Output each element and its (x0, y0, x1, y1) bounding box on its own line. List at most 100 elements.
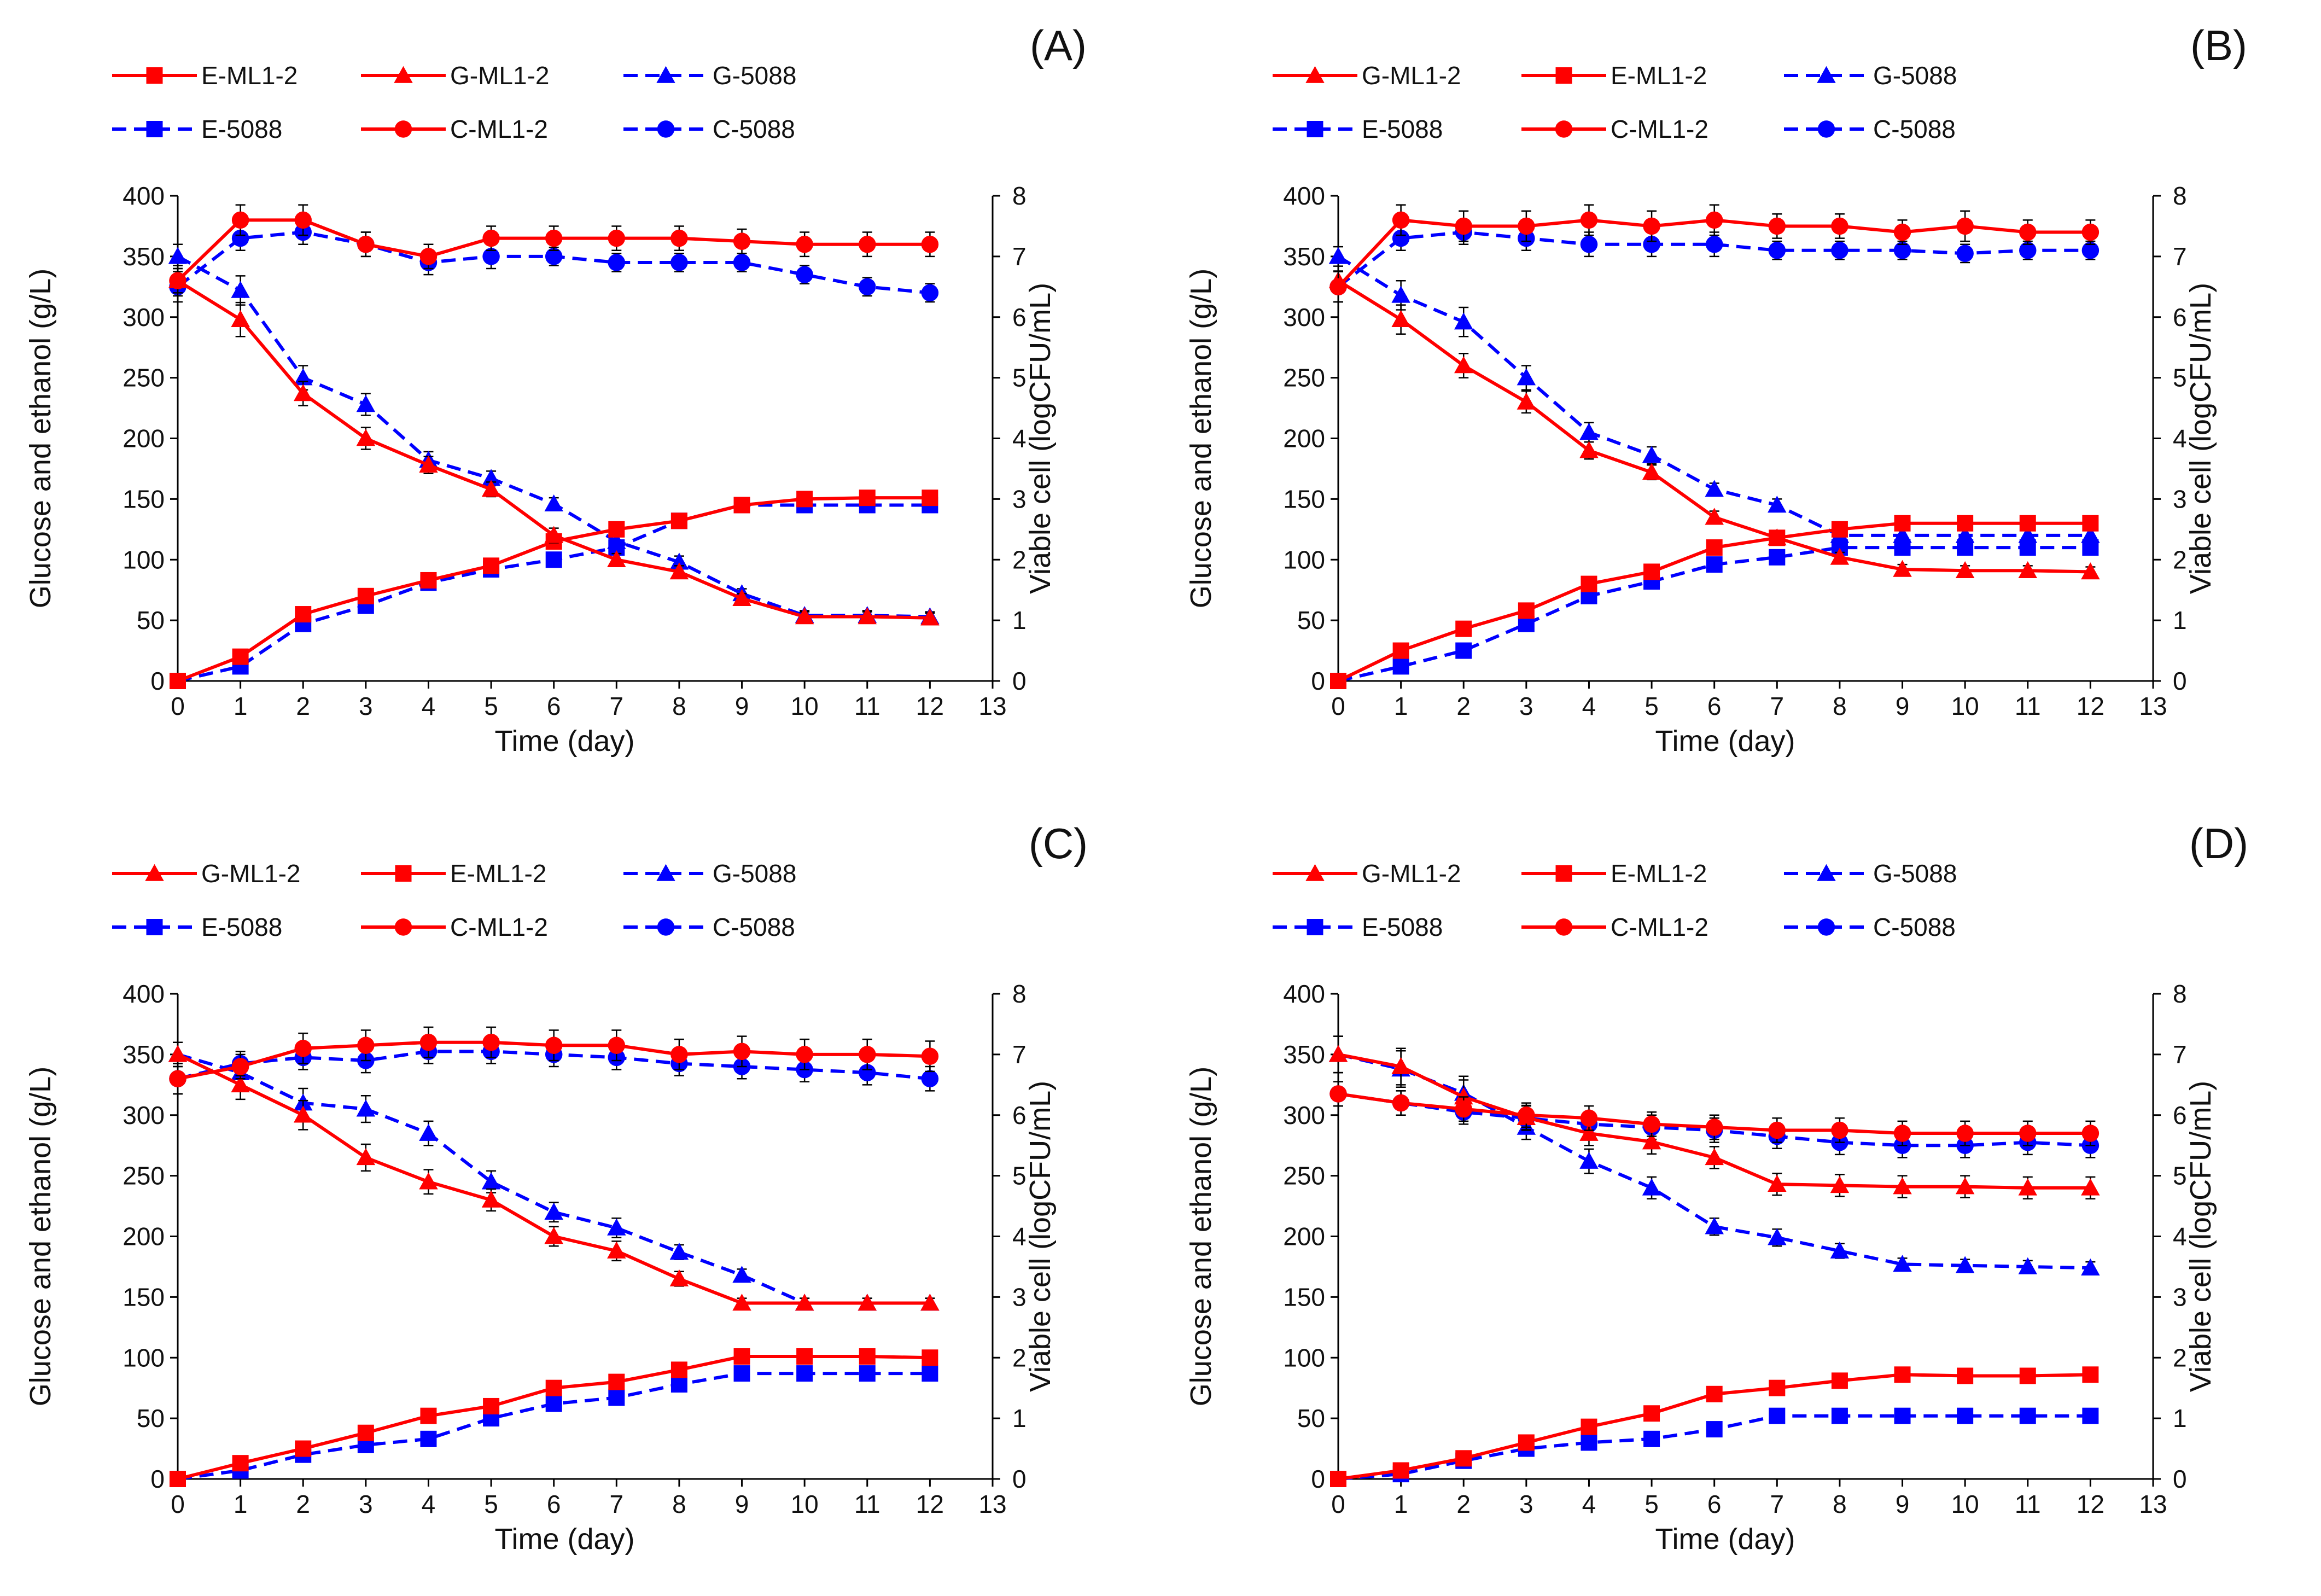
series-line (177, 496, 930, 683)
data-point (1956, 244, 1974, 263)
x-tick-label: 5 (1644, 692, 1659, 720)
x-tick-label: 5 (484, 1490, 498, 1518)
legend-item: C-ML1-2 (1521, 115, 1708, 143)
y-axis-title-right: Viable cell (logCFU/mL) (1024, 1081, 1057, 1392)
data-point (607, 1218, 626, 1236)
data-point (795, 607, 814, 625)
data-point (2081, 1258, 2100, 1275)
axes (170, 993, 1000, 1487)
data-point (356, 429, 376, 446)
data-point (1391, 1057, 1410, 1074)
legend-marker (1305, 864, 1325, 881)
data-point (168, 247, 188, 264)
data-point (1706, 1421, 1723, 1438)
legend-marker (146, 919, 163, 935)
data-point (2081, 1125, 2100, 1142)
x-tick-label: 1 (234, 692, 248, 720)
x-tick-label: 13 (2139, 692, 2167, 720)
data-point (356, 395, 376, 412)
x-tick-label: 8 (1833, 692, 1847, 720)
legend-item: E-ML1-2 (1521, 61, 1707, 90)
data-point (920, 1294, 940, 1311)
legend-marker (145, 864, 164, 881)
y-tick-label-left: 400 (1283, 980, 1325, 1008)
data-point (1580, 1109, 1598, 1127)
y-tick-label-left: 50 (1297, 606, 1325, 634)
x-tick-label: 9 (1896, 1490, 1910, 1518)
data-point (1454, 312, 1473, 330)
data-point (294, 211, 312, 229)
legend-item: G-ML1-2 (1273, 859, 1461, 888)
y-tick-label-right: 6 (1012, 303, 1027, 331)
y-tick-label-left: 200 (123, 1222, 165, 1251)
series-C-ML1-2 (1329, 204, 2100, 303)
x-tick-label: 9 (735, 1490, 749, 1518)
x-tick-label: 4 (422, 692, 436, 720)
data-point (732, 1266, 751, 1283)
x-tick-label: 2 (1456, 1490, 1471, 1518)
data-point (1517, 368, 1536, 386)
data-point (544, 526, 563, 543)
data-point (1642, 446, 1661, 463)
series-line (1337, 279, 2091, 574)
data-point (1957, 539, 1974, 556)
data-point (1706, 556, 1723, 573)
data-point (1957, 1367, 1974, 1384)
legend-marker (1817, 66, 1836, 83)
data-point (169, 1070, 186, 1087)
x-tick-label: 3 (1519, 1490, 1533, 1518)
data-point (1329, 278, 1347, 296)
data-point (481, 1172, 501, 1190)
data-point (922, 1349, 938, 1366)
data-point (2081, 562, 2100, 580)
data-point (670, 1046, 688, 1063)
x-tick-label: 11 (2015, 692, 2041, 720)
data-point (231, 281, 250, 298)
data-point (859, 235, 876, 253)
y-tick-label-right: 2 (1012, 1343, 1027, 1372)
data-point (1831, 521, 1848, 538)
y-tick-label-left: 250 (123, 1162, 165, 1190)
legend-label: C-5088 (713, 913, 795, 941)
data-point (1643, 235, 1660, 253)
x-tick-label: 9 (735, 692, 749, 720)
x-tick-label: 6 (1707, 1490, 1722, 1518)
data-point (231, 229, 249, 247)
data-point (1455, 642, 1472, 659)
x-tick-label: 0 (1331, 692, 1345, 720)
data-point (796, 235, 813, 253)
y-tick-label-right: 8 (2173, 980, 2187, 1008)
legend-item: G-ML1-2 (361, 61, 549, 90)
x-tick-label: 10 (791, 692, 819, 720)
data-point (1392, 1094, 1410, 1112)
chart-svg: (D)0 1 2 3 4 5 6 7 8 9 10 11 12 130501001502002503003… (1185, 819, 2248, 1556)
data-point (357, 235, 375, 253)
y-tick-label-left: 150 (123, 1283, 165, 1311)
data-point (2018, 1178, 2038, 1196)
data-point (858, 607, 877, 625)
data-point (1831, 1372, 1848, 1389)
data-point (295, 606, 312, 623)
data-point (1830, 1241, 1850, 1259)
data-point (921, 235, 939, 253)
x-tick-label: 13 (2139, 1490, 2167, 1518)
series-E-ML1-2 (170, 1348, 938, 1487)
y-tick-label-left: 150 (1283, 485, 1325, 513)
chart-svg: (A)0 1 2 3 4 5 6 7 8 9 10 11 12 130501001502002503003… (24, 21, 1087, 758)
legend-item: E-ML1-2 (361, 859, 546, 888)
legend-item: C-5088 (623, 913, 795, 941)
data-point (2019, 223, 2037, 241)
data-point (545, 1379, 562, 1396)
legend-label: E-5088 (201, 115, 282, 143)
series-line (177, 1355, 930, 1481)
x-tick-label: 2 (296, 692, 310, 720)
y-tick-label-left: 0 (1311, 1465, 1325, 1493)
x-tick-label: 1 (234, 1490, 248, 1518)
y-tick-label-left: 100 (123, 545, 165, 574)
data-point (1957, 1407, 1974, 1424)
data-point (1768, 496, 1787, 513)
legend-label: C-ML1-2 (450, 115, 548, 143)
legend: G-ML1-2 E-ML1-2 G-5088 E-5088 C-ML1-2 C-5088 (1273, 61, 1957, 143)
data-point (608, 1389, 625, 1406)
chart-panel: (C) 0 1 2 3 4 5 6 7 8 9 10 11 12 13 0 50 100 150 200 250 300 3… (0, 798, 1160, 1596)
